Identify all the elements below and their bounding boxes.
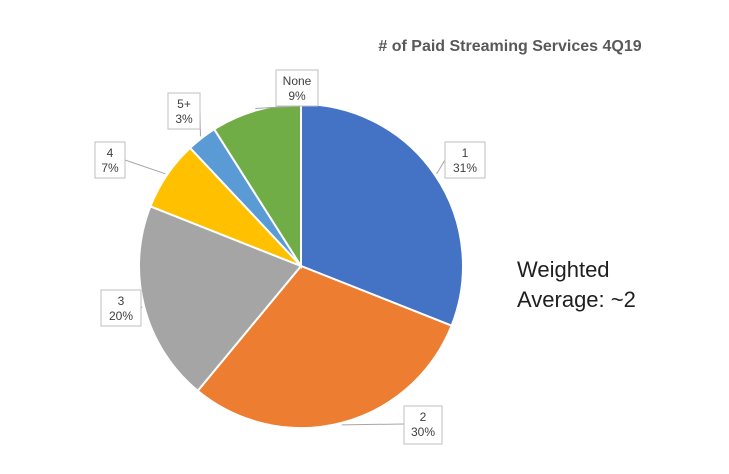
note-line-1: Weighted: [517, 257, 610, 282]
slice-category-label: 5+: [177, 97, 191, 111]
slice-percent-label: 3%: [175, 112, 193, 126]
slice-category-label: 3: [118, 294, 125, 308]
slice-percent-label: 20%: [109, 309, 133, 323]
data-label-box: [403, 405, 443, 445]
slice-percent-label: 31%: [453, 161, 477, 175]
slice-category-label: 1: [462, 146, 469, 160]
chart-title: # of Paid Streaming Services 4Q19: [378, 38, 642, 55]
slice-percent-label: 9%: [288, 89, 306, 103]
slice-category-label: 2: [420, 410, 427, 424]
pie-slice-2: [196, 264, 453, 429]
data-label-box: [167, 92, 201, 130]
leader-line: [436, 159, 446, 175]
slice-percent-label: 7%: [101, 161, 119, 175]
data-label-box: [275, 69, 319, 107]
data-label-box: [444, 141, 486, 179]
slice-category-label: None: [283, 74, 312, 88]
leader-line: [341, 423, 405, 426]
slice-percent-label: 30%: [411, 425, 435, 439]
note-line-2: Average: ~2: [517, 287, 636, 312]
pie-slice-1: [300, 102, 464, 327]
data-label-box: [94, 141, 126, 179]
data-label-box: [100, 289, 142, 327]
slice-category-label: 4: [107, 146, 114, 160]
weighted-average-note: Weighted Average: ~2: [517, 255, 636, 315]
pie-slice-3: [138, 205, 303, 393]
leader-line: [124, 159, 166, 175]
